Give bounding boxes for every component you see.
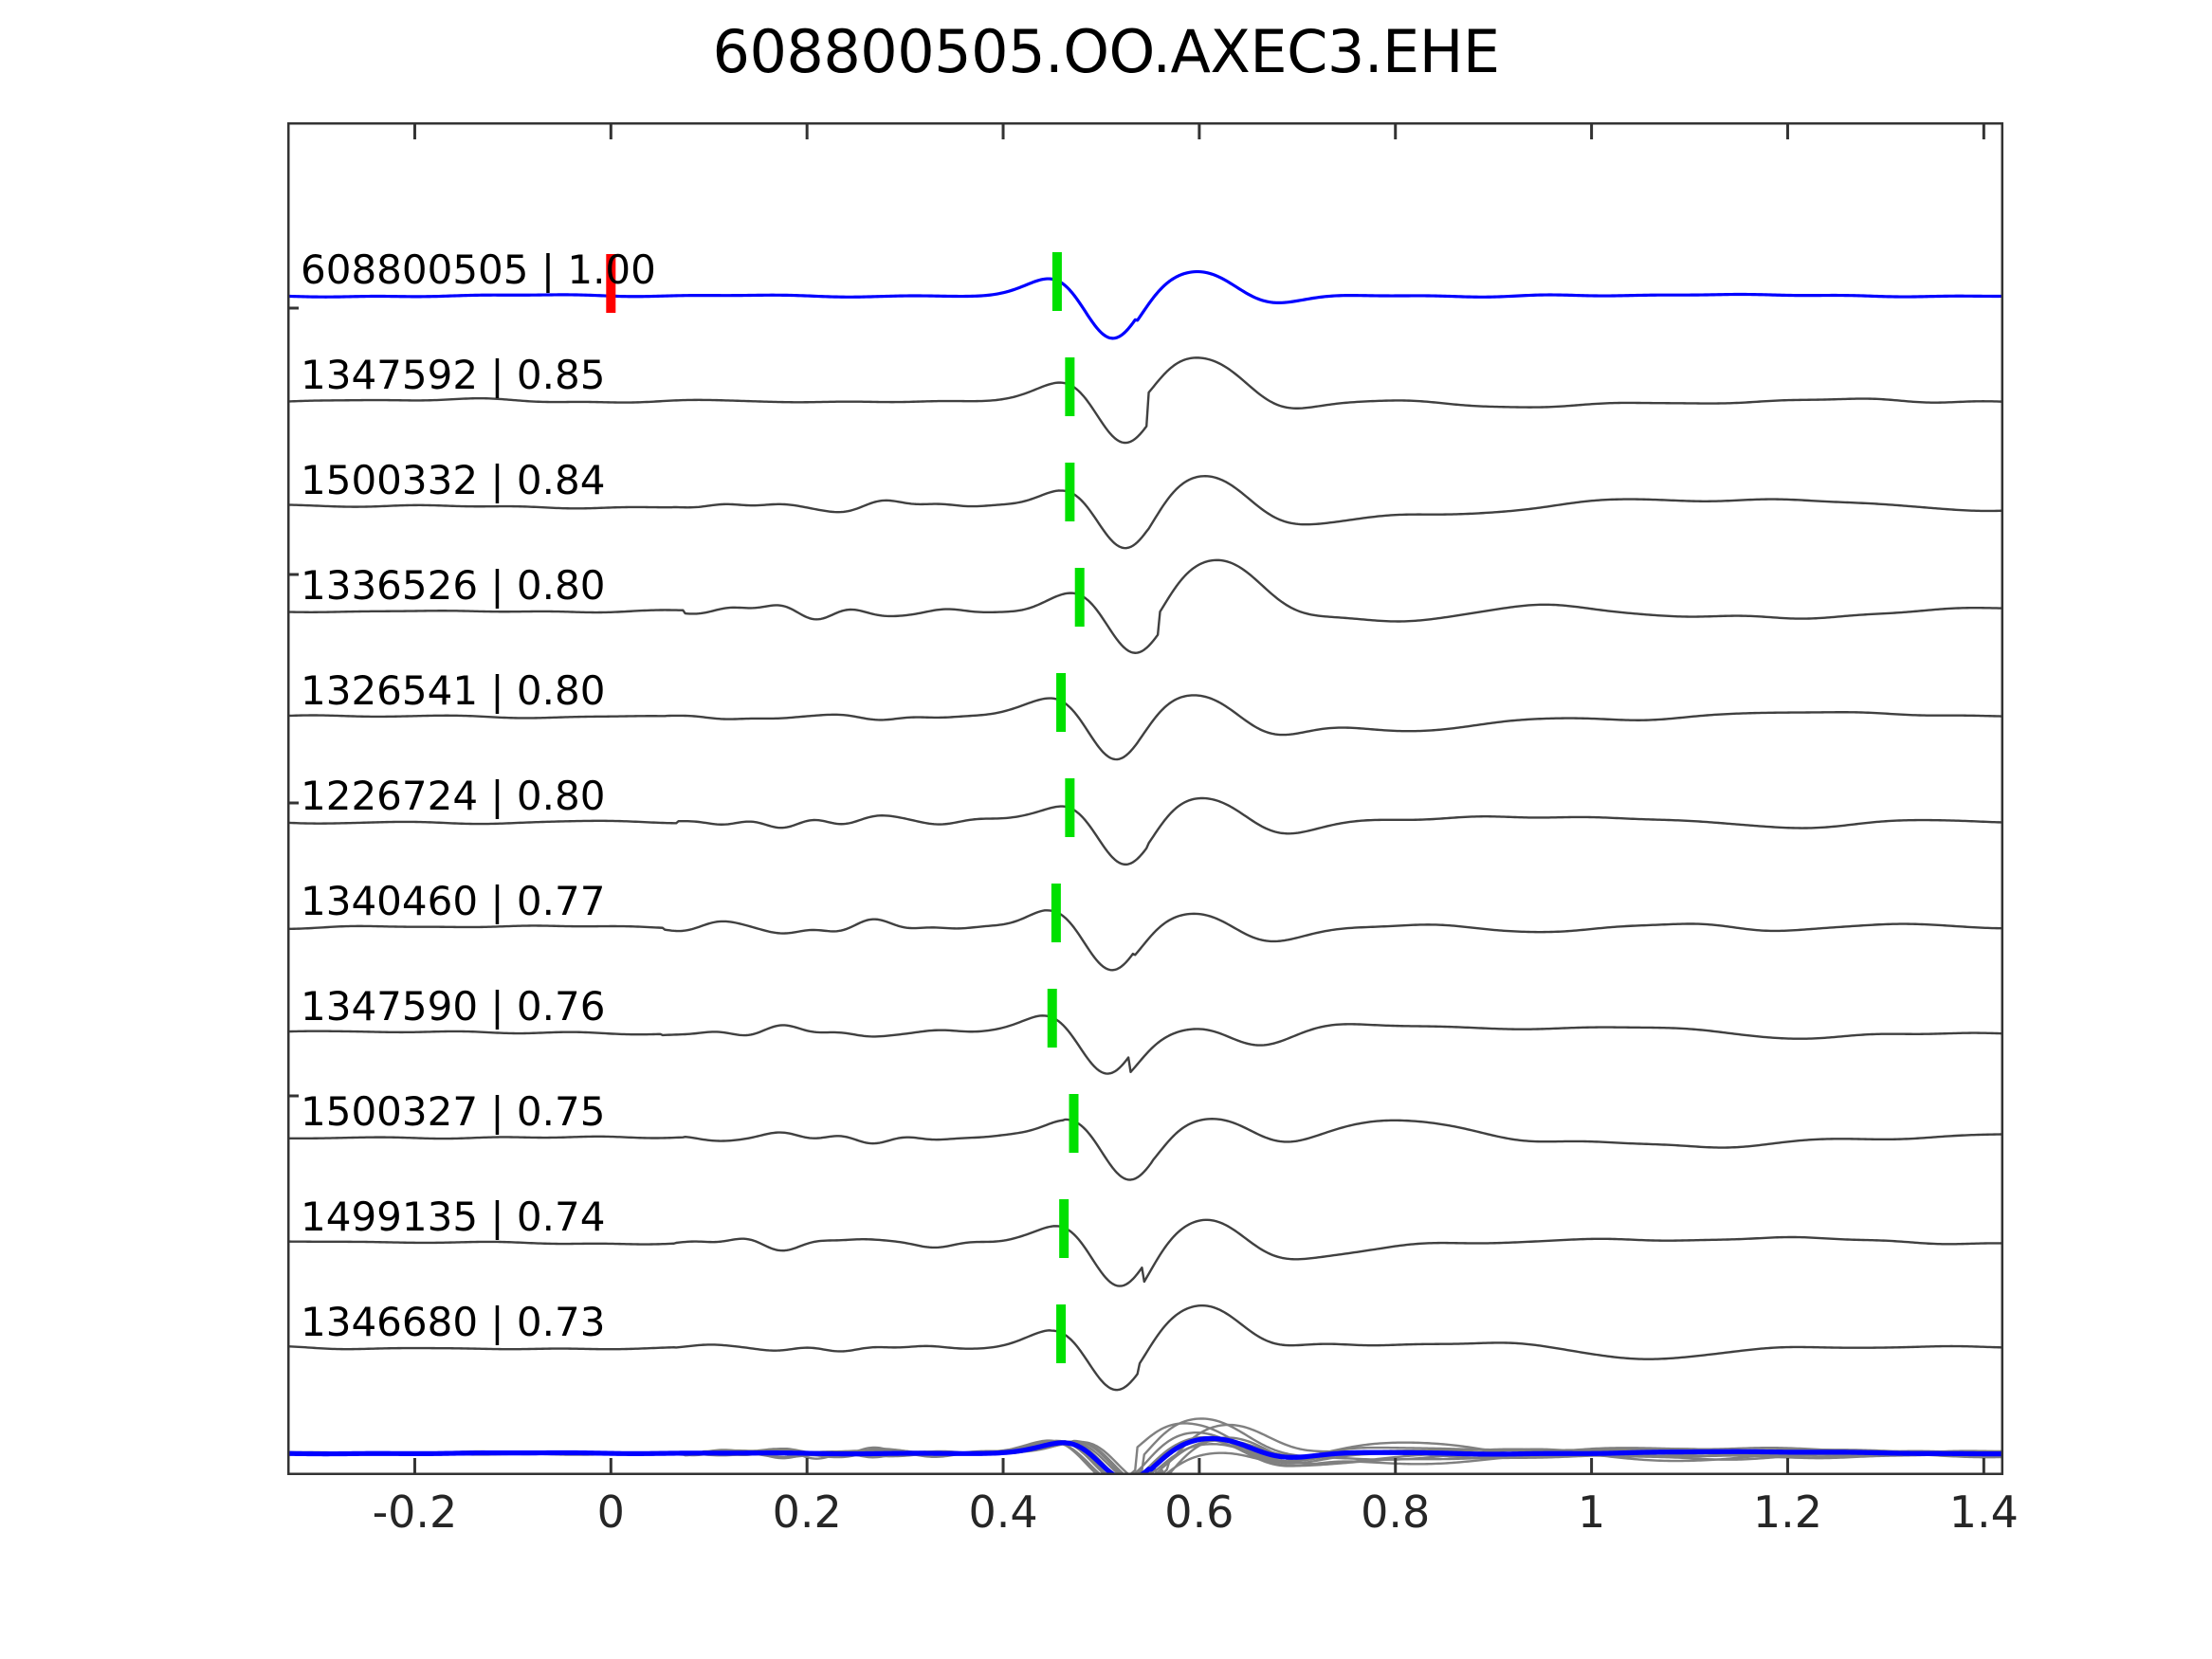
pick-marker-1226724 (1065, 778, 1075, 837)
waveform-trace-1340460 (287, 909, 2003, 972)
waveform-trace-1500327 (287, 1118, 2003, 1181)
trace-label-1347592: 1347592 | 0.85 (301, 352, 606, 398)
trace-label-1346680: 1346680 | 0.73 (301, 1299, 606, 1345)
stack-trace-1336526 (287, 1417, 2003, 1475)
x-tick-label-2: 0.2 (772, 1486, 842, 1538)
waveform-canvas (287, 122, 2003, 1475)
pick-marker-1499135 (1059, 1199, 1069, 1258)
pick-marker-1326541 (1056, 673, 1067, 732)
waveform-trace-608800505 (287, 269, 2003, 340)
pick-marker-1340460 (1051, 884, 1061, 942)
pick-marker-1346680 (1056, 1304, 1067, 1363)
x-tick-label-8: 1.4 (1948, 1486, 2019, 1538)
pick-marker-1500332 (1065, 463, 1075, 521)
pick-marker-1500327 (1069, 1094, 1079, 1153)
x-tick-label-6: 1 (1577, 1486, 1606, 1538)
pick-marker-1347590 (1047, 989, 1057, 1048)
x-tick-label-3: 0.4 (968, 1486, 1038, 1538)
trace-label-1500332: 1500332 | 0.84 (301, 457, 606, 503)
trace-label-1340460: 1340460 | 0.77 (301, 878, 606, 924)
trace-label-1347590: 1347590 | 0.76 (301, 983, 606, 1030)
waveform-trace-1347592 (287, 356, 2003, 445)
plot-axes: 608800505 | 1.00 1347592 | 0.85 1500332 | … (287, 122, 2003, 1475)
trace-label-608800505: 608800505 | 1.00 (301, 246, 656, 293)
pick-marker-1347592 (1065, 357, 1075, 416)
pick-marker-1336526 (1074, 568, 1085, 627)
pick-marker-608800505 (1051, 252, 1062, 311)
trace-label-1499135: 1499135 | 0.74 (301, 1194, 606, 1240)
x-tick-label-7: 1.2 (1752, 1486, 1823, 1538)
trace-group-1499135 (287, 1218, 2003, 1287)
x-tick-label-5: 0.8 (1361, 1486, 1431, 1538)
trace-group-1500327 (287, 1118, 2003, 1181)
axes-frame (287, 122, 2003, 1475)
waveform-trace-1500332 (287, 475, 2003, 550)
trace-group-1326541 (287, 694, 2003, 761)
stack-panel (287, 1417, 2003, 1475)
trace-group-1226724 (287, 796, 2003, 866)
page-title: 608800505.OO.AXEC3.EHE (712, 17, 1501, 86)
x-tick-label-0: -0.2 (372, 1486, 458, 1538)
trace-group-1347592 (287, 356, 2003, 445)
origin-marker-608800505 (606, 254, 616, 313)
waveform-trace-1347590 (287, 1014, 2003, 1075)
waveform-trace-1226724 (287, 796, 2003, 866)
x-axis-tick-labels: -0.2 0 0.2 0.4 0.6 0.8 1 1.2 1.4 (287, 1486, 2019, 1553)
waveform-trace-1346680 (287, 1304, 2003, 1392)
trace-label-1500327: 1500327 | 0.75 (301, 1088, 606, 1135)
stack-mean-trace (287, 1435, 2003, 1475)
waveform-trace-1326541 (287, 694, 2003, 761)
trace-group-1346680 (287, 1304, 2003, 1392)
x-tick-label-4: 0.6 (1164, 1486, 1234, 1538)
trace-label-1226724: 1226724 | 0.80 (301, 773, 606, 819)
waveform-trace-1336526 (287, 558, 2003, 654)
x-tick-label-1: 0 (596, 1486, 625, 1538)
trace-group-608800505 (287, 269, 2003, 340)
trace-group-1340460 (287, 909, 2003, 972)
waveform-trace-1499135 (287, 1218, 2003, 1287)
trace-group-1347590 (287, 1014, 2003, 1075)
trace-group-1500332 (287, 475, 2003, 550)
trace-label-1326541: 1326541 | 0.80 (301, 667, 606, 714)
trace-label-1336526: 1336526 | 0.80 (301, 562, 606, 609)
trace-group-1336526 (287, 558, 2003, 654)
